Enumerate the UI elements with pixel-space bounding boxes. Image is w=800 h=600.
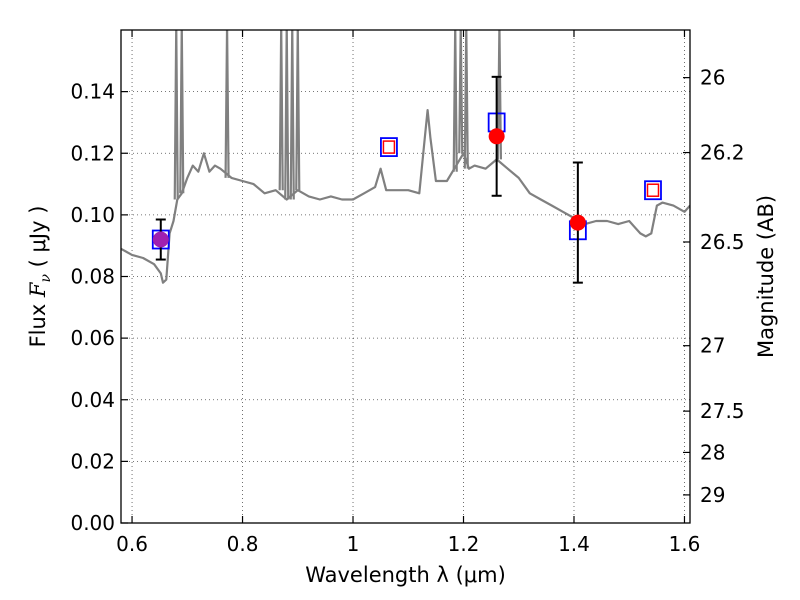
- spectrum-emission-spike: [295, 30, 301, 191]
- y-tick-label: 0.04: [70, 388, 115, 412]
- mag-tick-label: 27.5: [700, 399, 745, 423]
- spectrum-emission-spike: [278, 30, 284, 191]
- model-photometry-marker: [382, 140, 396, 154]
- plot-area: [121, 30, 690, 284]
- spectrum-emission-spike: [289, 30, 295, 200]
- y-tick-label: 0.02: [70, 449, 115, 473]
- x-tick-label: 1: [347, 532, 360, 556]
- observed-photometry-point: [488, 128, 505, 145]
- y-axis-label: Flux Fν ( μJy ): [26, 206, 54, 348]
- spectrum-emission-spike: [452, 30, 458, 172]
- mag-tick-label: 27: [700, 334, 725, 358]
- x-tick-label: 1.4: [558, 532, 590, 556]
- y-tick-label: 0.06: [70, 326, 115, 350]
- y-tick-label: 0.00: [70, 511, 115, 535]
- x-tick-label: 1.6: [669, 532, 701, 556]
- mag-tick-label: 29: [700, 483, 725, 507]
- x-tick-label: 0.6: [116, 532, 148, 556]
- spectrum-emission-spike: [496, 30, 503, 160]
- y-tick-label: 0.10: [70, 203, 115, 227]
- y-tick-label: 0.14: [70, 80, 115, 104]
- x-tick-label: 0.8: [227, 532, 259, 556]
- model-spectrum-line: [121, 109, 690, 284]
- spectrum-emission-spike: [458, 30, 464, 154]
- magnitude-axis-label: Magnitude (AB): [754, 195, 778, 358]
- predicted-photometry-marker: [380, 137, 398, 157]
- y-tick-label: 0.12: [70, 141, 115, 165]
- mag-tick-label: 26: [700, 66, 725, 90]
- model-photometry-marker: [646, 183, 660, 197]
- observed-photometry-point: [152, 231, 169, 248]
- spectrum-emission-spike: [179, 30, 185, 194]
- predicted-photometry-marker: [644, 180, 662, 201]
- axis-ticks: 0.6 0.8 1 1.2 1.4 1.6 0.00 0.02 0.04 0.06 0.08 0.10…: [70, 30, 745, 556]
- mag-tick-label: 26.5: [700, 230, 745, 254]
- observed-photometry-point: [569, 214, 586, 231]
- y-tick-label: 0.08: [70, 265, 115, 289]
- x-tick-label: 1.2: [448, 532, 480, 556]
- mag-tick-label: 28: [700, 440, 725, 464]
- spectrum-emission-spike: [284, 30, 290, 200]
- spectrum-emission-spike: [463, 30, 469, 169]
- spectrum-emission-spike: [173, 30, 179, 200]
- axis-labels: Wavelength λ (μm) Flux Fν ( μJy ) Magnitud…: [26, 195, 778, 587]
- mag-tick-label: 26.2: [700, 141, 745, 165]
- spectrum-emission-spike: [224, 30, 230, 178]
- x-axis-label: Wavelength λ (μm): [305, 563, 506, 587]
